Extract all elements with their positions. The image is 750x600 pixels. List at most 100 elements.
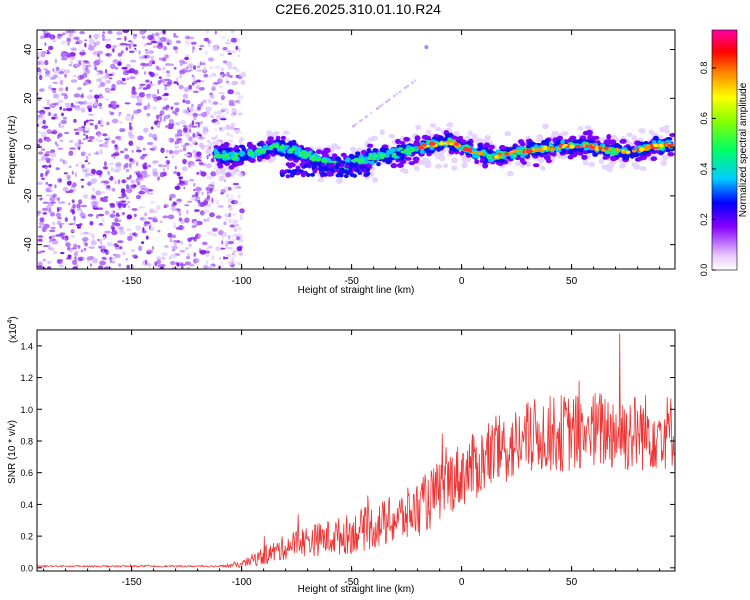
noise-speck xyxy=(165,81,171,87)
noise-speck xyxy=(167,126,174,130)
noise-speck xyxy=(207,198,211,202)
noise-speck xyxy=(208,146,211,150)
y-tick-label: 0.6 xyxy=(20,468,33,478)
noise-speck xyxy=(227,186,232,191)
noise-speck xyxy=(194,142,198,146)
noise-speck xyxy=(214,167,217,170)
noise-speck xyxy=(106,184,111,190)
streak-speck xyxy=(392,94,396,98)
noise-speck xyxy=(195,186,202,192)
ridge-blob xyxy=(352,173,358,178)
noise-speck xyxy=(196,151,202,157)
ridge-blob xyxy=(335,178,343,184)
y-tick-label: 40 xyxy=(23,44,34,56)
noise-speck xyxy=(180,265,184,269)
ridge-blob xyxy=(280,144,285,149)
noise-speck xyxy=(73,215,76,221)
noise-speck xyxy=(165,104,170,109)
noise-speck xyxy=(192,90,199,94)
noise-speck xyxy=(64,69,71,74)
noise-speck xyxy=(111,187,116,192)
noise-speck xyxy=(56,197,61,201)
ridge-blob xyxy=(540,165,546,171)
noise-speck xyxy=(112,59,119,64)
noise-speck xyxy=(201,62,206,66)
ridge-blob xyxy=(484,158,489,163)
noise-speck xyxy=(233,199,239,205)
noise-speck xyxy=(150,40,158,44)
noise-speck xyxy=(102,31,106,34)
noise-speck xyxy=(105,79,112,84)
noise-speck xyxy=(226,50,231,53)
ridge-blob xyxy=(467,130,473,136)
snr-x-ticks: -150 -100 -50 0 50 xyxy=(43,330,661,588)
noise-speck xyxy=(52,250,58,255)
noise-speck xyxy=(50,35,54,40)
noise-speck xyxy=(128,162,132,168)
svg-text:(x104): (x104) xyxy=(7,316,19,343)
noise-speck xyxy=(235,74,239,78)
ridge-blob xyxy=(419,149,425,154)
noise-speck xyxy=(168,137,171,143)
noise-speck xyxy=(183,153,191,157)
noise-speck xyxy=(218,230,224,236)
noise-speck xyxy=(53,93,60,99)
noise-speck xyxy=(146,83,151,90)
noise-speck xyxy=(87,45,95,51)
noise-speck xyxy=(98,265,103,269)
ridge-peak-blob xyxy=(607,148,611,151)
noise-speck xyxy=(75,131,80,135)
noise-speck xyxy=(86,105,90,110)
noise-speck xyxy=(120,188,126,194)
streak-speck xyxy=(359,119,363,122)
noise-speck xyxy=(205,186,211,192)
noise-speck xyxy=(91,168,96,174)
noise-speck xyxy=(43,68,48,71)
noise-speck xyxy=(205,106,212,112)
noise-speck xyxy=(199,249,207,255)
noise-speck xyxy=(230,122,235,128)
noise-speck xyxy=(172,202,177,206)
noise-speck xyxy=(37,239,43,242)
noise-speck xyxy=(206,203,211,208)
noise-speck xyxy=(136,170,143,176)
noise-speck xyxy=(161,252,168,257)
noise-speck xyxy=(168,41,172,45)
noise-speck xyxy=(49,212,56,217)
colorbar: 0.0 0.2 0.4 0.6 0.8 Normalized spectral ampl… xyxy=(699,29,749,276)
noise-speck xyxy=(48,207,52,213)
noise-speck xyxy=(165,159,170,165)
noise-speck xyxy=(183,146,187,152)
ridge-blob xyxy=(388,133,396,139)
noise-speck xyxy=(47,101,50,106)
noise-speck xyxy=(55,66,60,71)
ridge-blob xyxy=(619,163,626,169)
noise-speck xyxy=(224,213,230,218)
noise-speck xyxy=(79,213,86,218)
noise-speck xyxy=(159,78,167,83)
noise-speck xyxy=(54,70,60,74)
ridge-blob xyxy=(295,171,301,176)
noise-speck xyxy=(239,208,245,214)
noise-speck xyxy=(183,127,188,133)
noise-speck xyxy=(113,168,120,173)
noise-speck xyxy=(142,63,149,67)
noise-speck xyxy=(38,151,44,155)
noise-speck xyxy=(220,118,227,121)
noise-speck xyxy=(143,223,147,227)
noise-speck xyxy=(44,166,48,169)
noise-speck xyxy=(60,52,66,58)
noise-speck xyxy=(146,94,152,100)
noise-speck xyxy=(182,158,187,165)
noise-speck xyxy=(159,172,165,178)
noise-speck xyxy=(66,174,71,181)
noise-speck xyxy=(46,99,51,102)
x-tick-label: 50 xyxy=(566,577,578,588)
ridge-blob xyxy=(343,174,349,179)
noise-speck xyxy=(81,164,85,169)
spectrogram-y-ticks: 40 20 0 -20 -40 xyxy=(23,44,675,252)
ridge-blob xyxy=(667,152,675,157)
noise-speck xyxy=(114,222,121,227)
noise-speck xyxy=(137,135,144,141)
ridge-blob xyxy=(354,168,360,173)
